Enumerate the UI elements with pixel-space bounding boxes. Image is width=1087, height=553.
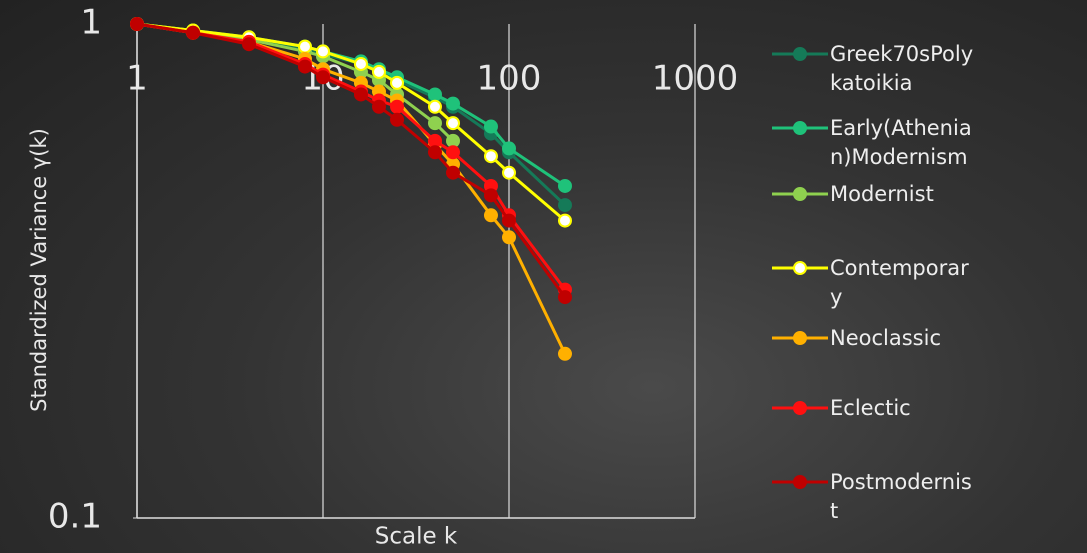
legend-item: Modernist	[770, 180, 980, 209]
x-tick-label: 100	[477, 59, 542, 99]
data-point	[447, 135, 459, 147]
data-point	[559, 180, 571, 192]
data-point	[447, 167, 459, 179]
data-point	[373, 66, 385, 78]
data-point	[503, 167, 515, 179]
data-point	[429, 88, 441, 100]
legend-label: Eclectic	[830, 394, 980, 423]
legend-marker	[794, 476, 806, 488]
legend-marker	[794, 188, 806, 200]
legend-swatch	[770, 40, 830, 69]
data-point	[485, 150, 497, 162]
legend-label: Modernist	[830, 180, 980, 209]
data-point	[447, 117, 459, 129]
data-point	[559, 291, 571, 303]
legend-marker	[794, 332, 806, 344]
data-point	[485, 189, 497, 201]
data-point	[355, 58, 367, 70]
legend-swatch	[770, 324, 830, 353]
legend-label: Greek70sPolykatoikia	[830, 40, 980, 98]
legend-item: Early(Athenian)Modernism	[770, 114, 980, 172]
data-point	[391, 77, 403, 89]
legend-marker	[794, 262, 806, 274]
data-point	[559, 215, 571, 227]
data-point	[447, 146, 459, 158]
data-point	[317, 71, 329, 83]
x-axis-title: Scale k	[375, 524, 458, 550]
data-point	[299, 41, 311, 53]
data-point	[187, 27, 199, 39]
page: Standardized Variance γ(k) Scale k 11010…	[0, 0, 1087, 553]
y-axis-title: Standardized Variance γ(k)	[27, 128, 51, 412]
data-point	[503, 215, 515, 227]
y-tick-label: 1	[80, 3, 102, 43]
series-line	[137, 24, 565, 186]
y-tick-label: 0.1	[48, 497, 102, 537]
data-point	[559, 348, 571, 360]
legend-label: Contemporary	[830, 254, 980, 312]
data-point	[429, 101, 441, 113]
legend-item: Neoclassic	[770, 324, 980, 353]
legend-swatch	[770, 180, 830, 209]
legend-item: Contemporary	[770, 254, 980, 312]
legend-marker	[794, 402, 806, 414]
series-line	[137, 24, 565, 205]
legend-marker	[794, 122, 806, 134]
legend-swatch	[770, 394, 830, 423]
legend-swatch	[770, 114, 830, 143]
data-point	[355, 88, 367, 100]
x-tick-label: 1	[126, 59, 148, 99]
legend-swatch	[770, 254, 830, 283]
data-point	[429, 117, 441, 129]
legend-label: Early(Athenian)Modernism	[830, 114, 980, 172]
data-point	[447, 98, 459, 110]
legend-item: Postmodernist	[770, 468, 980, 526]
data-point	[373, 101, 385, 113]
data-point	[243, 38, 255, 50]
legend-item: Greek70sPolykatoikia	[770, 40, 980, 98]
data-point	[391, 114, 403, 126]
data-point	[485, 209, 497, 221]
series-line	[137, 24, 565, 221]
legend-item: Eclectic	[770, 394, 980, 423]
data-point	[503, 142, 515, 154]
data-point	[429, 135, 441, 147]
data-point	[503, 231, 515, 243]
x-tick-label: 1000	[652, 59, 739, 99]
data-point	[131, 18, 143, 30]
data-point	[559, 199, 571, 211]
legend-swatch	[770, 468, 830, 497]
legend-label: Postmodernist	[830, 468, 980, 526]
data-point	[429, 146, 441, 158]
data-point	[391, 101, 403, 113]
legend-marker	[794, 48, 806, 60]
data-point	[317, 45, 329, 57]
data-point	[299, 61, 311, 73]
data-point	[485, 121, 497, 133]
legend-label: Neoclassic	[830, 324, 980, 353]
